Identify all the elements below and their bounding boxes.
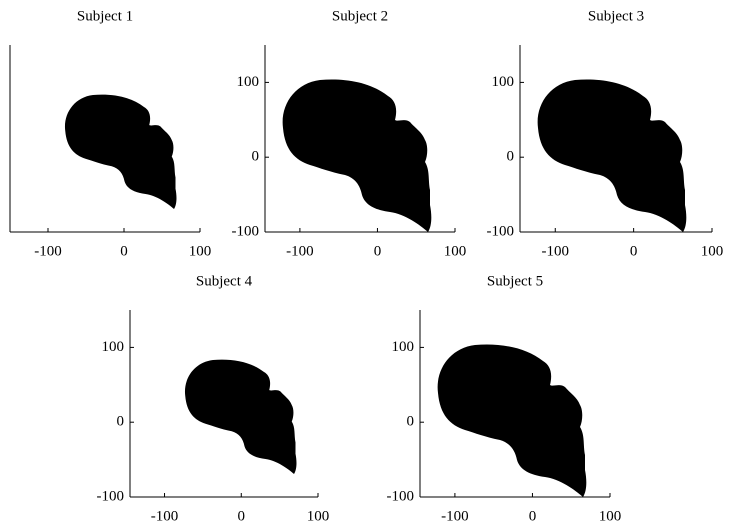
skull-2 [282,79,432,233]
x-tick-label: 0 [374,243,382,259]
y-tick-label: -100 [97,488,125,504]
skull-5 [437,344,587,497]
y-tick-label: 100 [492,74,515,90]
x-tick-label: -100 [441,508,469,524]
y-tick-label: 0 [507,149,515,165]
x-tick-label: 0 [238,508,246,524]
y-tick-label: 0 [117,414,125,430]
subplot-title: Subject 2 [332,8,388,24]
y-tick-label: 100 [392,339,415,355]
x-tick-label: 100 [701,243,724,259]
x-tick-label: 100 [307,508,330,524]
skull-4 [184,359,297,474]
x-tick-label: 100 [444,243,467,259]
subplot-title: Subject 5 [487,273,543,289]
skull-1 [64,94,177,209]
x-tick-label: -100 [151,508,179,524]
subplot-title: Subject 3 [588,8,644,24]
y-tick-label: -100 [387,488,415,504]
subplot-title: Subject 1 [77,8,133,24]
x-tick-label: 100 [189,243,212,259]
y-tick-label: -100 [487,223,515,239]
y-tick-label: 100 [237,74,260,90]
x-tick-label: 0 [120,243,128,259]
y-tick-label: -100 [232,223,260,239]
x-tick-label: -100 [286,243,314,259]
y-tick-label: 0 [407,414,415,430]
x-tick-label: 0 [529,508,537,524]
x-tick-label: -100 [34,243,62,259]
y-tick-label: 100 [102,339,125,355]
x-tick-label: 0 [630,243,638,259]
x-tick-label: 100 [599,508,622,524]
x-tick-label: -100 [542,243,570,259]
subplot-title: Subject 4 [196,273,253,289]
y-tick-label: 0 [252,149,260,165]
skull-3 [537,79,687,233]
